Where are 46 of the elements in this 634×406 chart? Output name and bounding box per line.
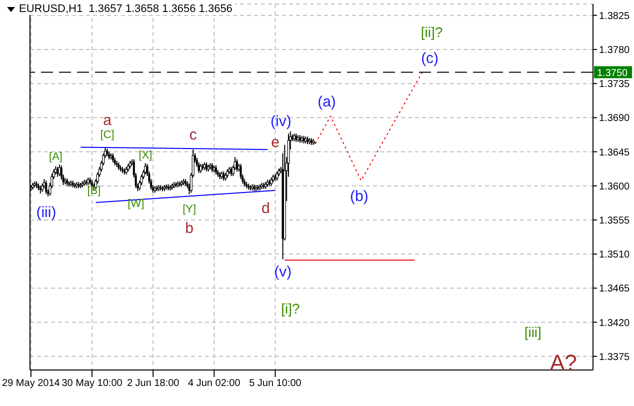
x-tick-label: 30 May 10:00 xyxy=(62,378,123,389)
x-tick-label: 4 Jun 02:00 xyxy=(188,378,241,389)
annotation: [ii]? xyxy=(420,24,443,40)
annotation: [W] xyxy=(128,198,144,210)
annotation: b xyxy=(185,220,194,237)
line-series xyxy=(314,72,423,182)
annotation: (a) xyxy=(318,93,336,110)
annotation: [iii] xyxy=(524,324,542,340)
annotation: a xyxy=(103,112,112,130)
candlestick xyxy=(45,180,48,195)
candlestick xyxy=(58,164,61,177)
y-tick-label: 1.3600 xyxy=(599,181,630,192)
y-tick-label: 1.3825 xyxy=(599,10,630,22)
annotation: (v) xyxy=(274,264,292,281)
y-tick-label: 1.3375 xyxy=(599,352,630,363)
annotation: A? xyxy=(550,350,577,375)
x-tick-label: 5 Jun 10:00 xyxy=(249,378,302,389)
annotation: d xyxy=(262,200,270,218)
annotation: e xyxy=(271,134,280,152)
x-tick-label: 2 Jun 18:00 xyxy=(126,378,180,389)
y-tick-label: 1.3420 xyxy=(599,318,630,329)
candlestick xyxy=(240,163,242,180)
chart-title: EURUSD,H1 1.3657 1.3658 1.3656 1.3656 xyxy=(19,3,232,15)
annotation: [X] xyxy=(138,150,152,162)
annotation: (c) xyxy=(421,50,439,68)
y-tick-label: 1.3690 xyxy=(599,113,630,124)
annotation: [B] xyxy=(87,185,101,198)
annotation: (iv) xyxy=(270,112,292,130)
candlestick xyxy=(144,162,147,175)
annotation: [C] xyxy=(100,129,114,142)
x-tick-label: 29 May 2014 xyxy=(2,378,60,389)
candlestick xyxy=(222,170,225,182)
annotation: (b) xyxy=(350,188,368,205)
annotation: c xyxy=(189,126,198,144)
annotation: [Y] xyxy=(182,203,196,216)
y-tick-label: 1.3510 xyxy=(599,250,630,261)
y-tick-label: 1.3465 xyxy=(599,284,630,295)
ref-line-label: 1.3750 xyxy=(597,68,628,80)
annotation: (iii) xyxy=(36,204,56,221)
y-tick-label: 1.3780 xyxy=(599,45,630,56)
y-tick-label: 1.3645 xyxy=(599,147,630,158)
candlestick xyxy=(230,166,232,177)
annotation: [A] xyxy=(49,151,62,164)
y-tick-label: 1.3735 xyxy=(599,79,630,90)
annotation: [i]? xyxy=(281,300,300,317)
y-tick-label: 1.3555 xyxy=(599,216,630,227)
